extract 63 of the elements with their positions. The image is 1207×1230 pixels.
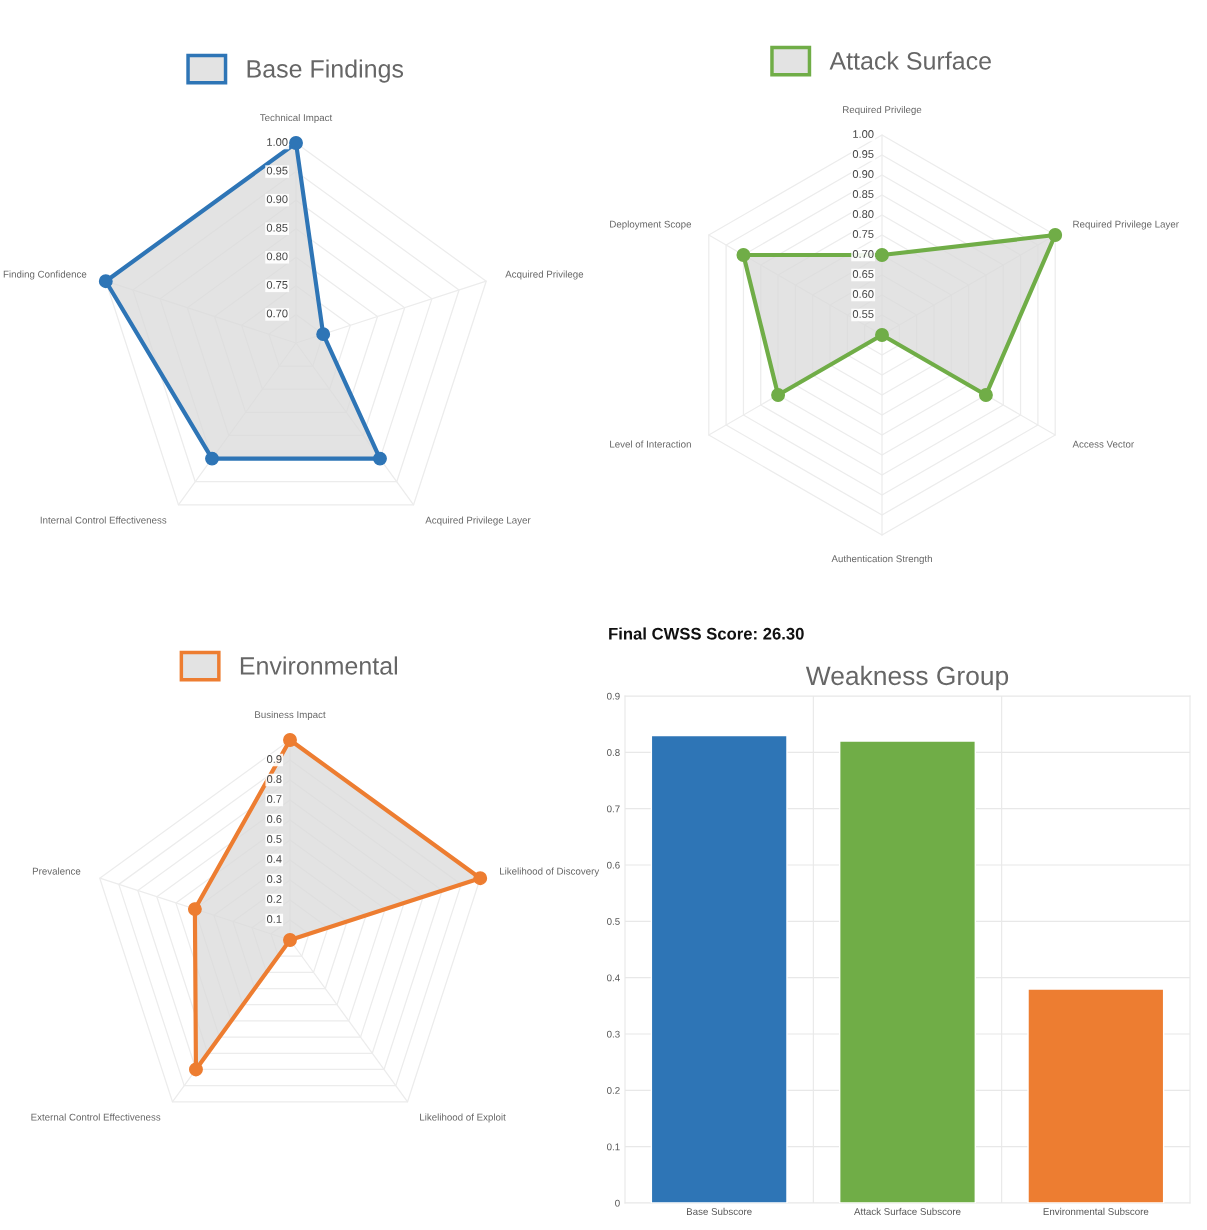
- spoke-label: Level of Interaction: [610, 440, 691, 448]
- spoke-label: Required Privilege Layer: [1073, 220, 1179, 230]
- y-tick-label: 0.4: [266, 855, 282, 863]
- y-tick-label: 0.3: [266, 875, 282, 883]
- y-tick-label: 0.5: [266, 835, 282, 843]
- y-tick-label: 0.4: [607, 974, 620, 982]
- y-tick-label: 0.65: [852, 270, 874, 278]
- y-tick-label: 0.7: [607, 805, 620, 813]
- y-tick-label: 0.6: [607, 861, 620, 869]
- y-tick-label: 0.8: [607, 749, 620, 756]
- y-tick-label: 1.00: [267, 138, 288, 146]
- spoke-label: Authentication Strength: [831, 555, 932, 565]
- y-tick-label: 0.70: [852, 250, 874, 258]
- text: Final CWSS Score: 26.30: [609, 627, 804, 640]
- spoke-label: Prevalence: [32, 867, 81, 875]
- bar: [839, 740, 976, 1203]
- y-tick-label: 0.85: [852, 190, 874, 198]
- spoke-label: Access Vector: [1072, 440, 1134, 448]
- spoke-label: Likelihood of Exploit: [420, 1113, 506, 1123]
- y-tick-label: 0.9: [266, 755, 282, 763]
- spoke-label: Likelihood of Discovery: [500, 867, 600, 877]
- y-tick-label: 0.95: [852, 150, 874, 158]
- y-tick-label: 0.95: [266, 166, 288, 175]
- y-tick-label: 0: [615, 1199, 620, 1207]
- spoke-label: Required Privilege: [843, 105, 922, 115]
- y-tick-label: 0.55: [852, 310, 874, 318]
- spoke-label: External Control Effectiveness: [31, 1113, 161, 1121]
- y-tick-label: 0.2: [607, 1087, 620, 1094]
- y-tick-label: 0.75: [266, 280, 288, 289]
- x-tick-label: Environmental Subscore: [1043, 1207, 1149, 1215]
- spoke-label: Deployment Scope: [610, 220, 692, 230]
- bar: [1027, 988, 1165, 1203]
- y-tick-label: 0.8: [266, 775, 282, 783]
- chart-title: Weakness Group: [805, 665, 1009, 691]
- y-tick-label: 0.80: [266, 252, 288, 261]
- spoke-label: Business Impact: [255, 710, 326, 720]
- spoke-label: Acquired Privilege: [505, 270, 584, 280]
- y-tick-label: 0.1: [266, 915, 282, 923]
- legend-label: Base Findings: [247, 59, 404, 83]
- bar: [650, 734, 788, 1203]
- spoke-label: Acquired Privilege Layer: [425, 516, 531, 526]
- y-tick-label: 0.2: [266, 895, 282, 903]
- y-tick-label: 0.5: [607, 918, 620, 925]
- y-tick-label: 1.00: [853, 130, 874, 138]
- spoke-label: Internal Control Effectiveness: [40, 516, 167, 524]
- y-tick-label: 0.90: [852, 170, 874, 178]
- y-tick-label: 0.7: [266, 795, 282, 803]
- y-tick-label: 0.90: [266, 195, 288, 204]
- spoke-label: Finding Confidence: [3, 270, 87, 280]
- y-tick-label: 0.9: [607, 692, 620, 700]
- y-tick-label: 0.1: [607, 1143, 620, 1151]
- x-tick-label: Base Subscore: [687, 1207, 752, 1215]
- y-tick-label: 0.85: [266, 223, 288, 232]
- y-tick-label: 0.80: [852, 210, 874, 218]
- y-tick-label: 0.60: [852, 290, 874, 298]
- y-tick-label: 0.70: [266, 309, 288, 318]
- y-tick-label: 0.3: [607, 1030, 620, 1038]
- y-tick-label: 0.75: [852, 230, 874, 238]
- y-tick-label: 0.6: [266, 815, 282, 823]
- legend-label: Environmental: [240, 656, 397, 675]
- spoke-label: Technical Impact: [260, 113, 333, 123]
- legend-label: Attack Surface: [829, 51, 991, 70]
- x-tick-label: Attack Surface Subscore: [854, 1207, 961, 1215]
